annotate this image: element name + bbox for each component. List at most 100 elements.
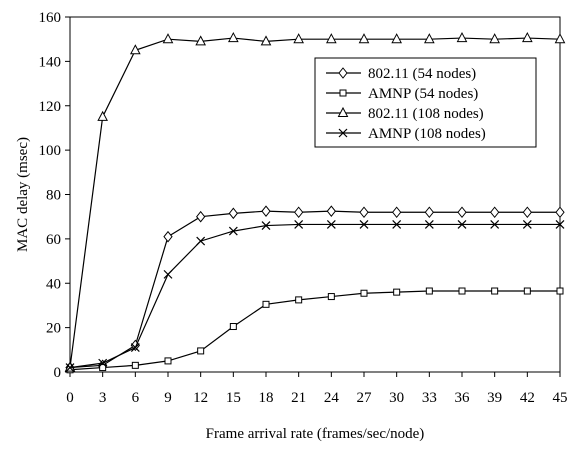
data-point	[359, 206, 369, 219]
data-point	[360, 289, 368, 297]
x-tick-label: 27	[357, 390, 373, 406]
data-point	[162, 33, 174, 44]
legend-label: AMNP (54 nodes)	[368, 86, 478, 102]
data-point	[424, 206, 434, 219]
x-tick-label: 3	[99, 390, 107, 406]
data-point	[392, 220, 402, 229]
data-point	[295, 296, 303, 304]
data-point	[522, 206, 532, 219]
data-point	[326, 205, 336, 217]
data-point	[490, 220, 500, 229]
y-tick-label: 0	[54, 365, 62, 381]
data-point	[228, 32, 239, 43]
data-point	[392, 206, 402, 219]
x-tick-label: 21	[291, 390, 306, 406]
x-tick-label: 9	[164, 390, 172, 406]
y-tick-label: 160	[39, 10, 62, 26]
data-point	[424, 33, 435, 44]
data-point	[197, 347, 205, 355]
y-tick-label: 120	[39, 99, 62, 115]
data-point	[523, 287, 531, 295]
legend-marker	[338, 67, 348, 79]
data-point	[457, 220, 467, 229]
series-line	[69, 223, 560, 369]
data-point	[228, 226, 238, 236]
data-point	[130, 343, 140, 353]
series-layer	[64, 32, 566, 374]
data-point	[228, 207, 238, 220]
data-point	[326, 220, 336, 229]
x-axis-ticks: 0 3 6 9 12 15 18 21 24 27 30 33 36 39 42 45	[66, 372, 568, 406]
data-point	[457, 206, 467, 219]
data-point	[424, 220, 434, 229]
data-point	[293, 33, 304, 44]
data-point	[195, 35, 206, 46]
legend-item: AMNP (108 nodes)	[326, 126, 486, 142]
x-tick-label: 0	[66, 390, 74, 406]
legend-label: AMNP (108 nodes)	[368, 126, 486, 142]
data-point	[261, 205, 271, 217]
data-point	[458, 287, 466, 295]
data-point	[393, 288, 401, 296]
x-tick-label: 42	[520, 390, 535, 406]
y-axis-ticks: 0 20 40 60 80 100 120 140 160	[39, 10, 70, 381]
data-point	[327, 293, 335, 301]
series-line	[69, 210, 560, 369]
legend-marker	[339, 89, 347, 97]
x-tick-label: 39	[487, 390, 502, 406]
legend: 802.11 (54 nodes) AMNP (54 nodes) 802.11 (…	[314, 57, 537, 148]
legend-marker	[337, 106, 349, 117]
y-tick-label: 80	[46, 188, 61, 204]
data-point	[229, 323, 237, 331]
x-tick-label: 33	[422, 390, 437, 406]
data-point	[262, 300, 270, 308]
data-point	[522, 32, 533, 43]
legend-item: AMNP (54 nodes)	[326, 86, 478, 102]
series-diamond	[65, 205, 565, 374]
x-tick-label: 18	[259, 390, 274, 406]
data-point	[491, 287, 499, 295]
series-square	[66, 287, 564, 374]
y-tick-label: 100	[39, 143, 62, 159]
data-point	[425, 287, 433, 295]
data-point	[294, 220, 304, 229]
data-point	[99, 364, 107, 372]
legend-item: 802.11 (54 nodes)	[326, 66, 476, 82]
x-tick-label: 45	[553, 390, 568, 406]
data-point	[489, 33, 500, 44]
y-tick-label: 40	[46, 276, 61, 292]
data-point	[555, 220, 565, 229]
data-point	[97, 110, 108, 121]
series-x	[65, 220, 565, 372]
series-line	[69, 290, 560, 371]
data-point	[490, 206, 500, 219]
x-tick-label: 12	[193, 390, 208, 406]
legend-item: 802.11 (108 nodes)	[326, 106, 484, 122]
x-axis-label: Frame arrival rate (frames/sec/node)	[206, 426, 425, 442]
data-point	[358, 33, 370, 44]
data-point	[522, 220, 532, 229]
y-tick-label: 20	[46, 321, 61, 337]
data-point	[359, 220, 369, 229]
y-tick-label: 140	[39, 54, 62, 70]
data-point	[260, 35, 272, 46]
data-point	[391, 33, 402, 44]
data-point	[196, 210, 206, 223]
data-point	[326, 33, 337, 44]
y-tick-label: 60	[46, 232, 61, 248]
x-tick-label: 6	[132, 390, 140, 406]
x-tick-label: 15	[226, 390, 241, 406]
data-point	[294, 206, 304, 219]
data-point	[65, 363, 75, 372]
data-point	[555, 206, 565, 219]
data-point	[196, 236, 206, 246]
data-point	[163, 269, 173, 279]
legend-label: 802.11 (108 nodes)	[368, 106, 484, 122]
legend-marker	[338, 128, 348, 138]
data-point	[554, 33, 566, 44]
data-point	[163, 230, 173, 243]
x-tick-label: 36	[455, 390, 471, 406]
series-line	[69, 37, 561, 368]
data-point	[131, 361, 139, 369]
